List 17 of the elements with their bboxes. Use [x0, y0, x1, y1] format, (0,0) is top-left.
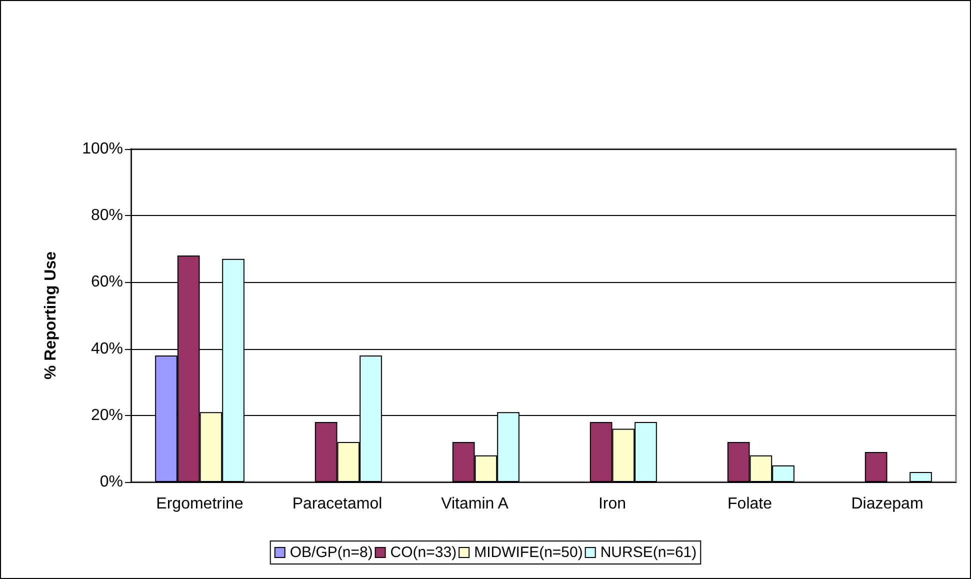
legend-label: OB/GP(n=8) [290, 544, 373, 561]
y-axis-title: % Reporting Use [42, 251, 60, 380]
x-tick-label: Vitamin A [441, 496, 509, 512]
legend-label: MIDWIFE(n=50) [474, 544, 583, 561]
x-tick-label: Iron [598, 496, 626, 512]
x-tick-label: Diazepam [851, 496, 924, 512]
x-tick-label: Folate [728, 496, 772, 512]
y-tick-label: 20% [90, 406, 123, 424]
y-tick-label: 80% [90, 207, 123, 224]
y-tick-label: 0% [100, 474, 123, 490]
x-tick-label: Ergometrine [156, 496, 244, 512]
y-tick-label: 100% [82, 140, 123, 158]
legend-label: CO(n=33) [390, 544, 457, 561]
y-tick-label: 40% [90, 340, 123, 358]
x-tick-label: Paracetamol [292, 496, 382, 512]
y-tick-label: 60% [90, 274, 123, 291]
legend-label: NURSE(n=61) [600, 544, 697, 561]
